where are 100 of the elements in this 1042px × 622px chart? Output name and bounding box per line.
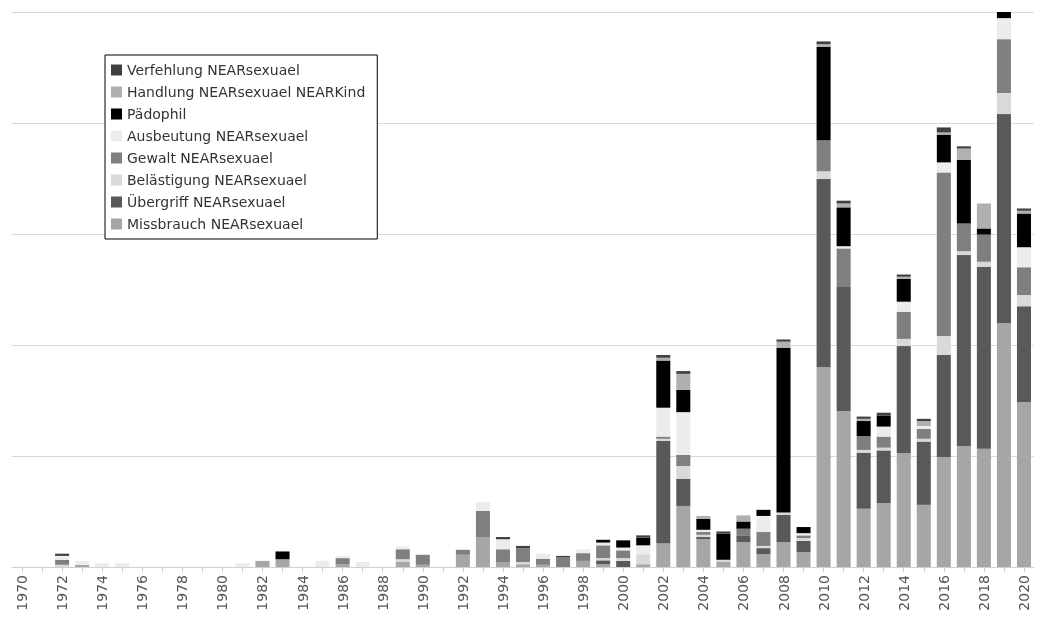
- x-tick-label: 1982: [254, 575, 271, 611]
- bar: [55, 559, 70, 565]
- bar: [1016, 295, 1031, 307]
- x-tick-label: 2000: [615, 575, 632, 611]
- legend-label: Handlung NEARsexuael NEARKind: [127, 84, 366, 100]
- bar: [55, 555, 70, 560]
- bar: [876, 436, 891, 448]
- x-tick-label: 2014: [895, 574, 912, 611]
- bar: [676, 478, 691, 506]
- x-tick-label: 2018: [975, 575, 992, 611]
- bar: [395, 546, 410, 550]
- bar: [876, 415, 891, 427]
- bar: [836, 203, 851, 208]
- bar: [916, 421, 931, 427]
- bar: [596, 560, 611, 565]
- bar: [816, 179, 831, 368]
- bar: [956, 159, 971, 224]
- bar: [896, 278, 911, 302]
- x-tick-label: 1990: [414, 575, 431, 611]
- bar: [916, 428, 931, 439]
- bar: [536, 553, 551, 559]
- bar: [616, 550, 631, 559]
- bar: [876, 450, 891, 504]
- x-tick-label: 1972: [54, 575, 71, 611]
- bar: [796, 552, 811, 567]
- bar: [1016, 247, 1031, 268]
- bar: [255, 560, 270, 567]
- bar: [736, 528, 751, 536]
- bar: [916, 426, 931, 429]
- bar: [936, 457, 951, 567]
- x-tick-label: 1984: [294, 574, 311, 611]
- bar: [355, 562, 370, 567]
- bar: [836, 248, 851, 287]
- bar: [1016, 402, 1031, 567]
- bar: [1016, 306, 1031, 403]
- bar: [235, 563, 250, 567]
- bar: [536, 558, 551, 565]
- legend-label: Ausbeutung NEARsexuael: [127, 128, 309, 144]
- bar: [836, 411, 851, 567]
- bar: [976, 448, 991, 567]
- bar: [395, 549, 410, 560]
- bar: [896, 453, 911, 567]
- bar: [1016, 213, 1031, 248]
- bar: [956, 148, 971, 160]
- bar: [736, 521, 751, 529]
- bar: [495, 562, 510, 567]
- x-tick-label: 2012: [855, 575, 872, 611]
- bar: [856, 508, 871, 567]
- bar: [816, 171, 831, 180]
- bar: [495, 549, 510, 563]
- bar: [976, 261, 991, 267]
- bar: [716, 562, 731, 567]
- bar: [936, 162, 951, 173]
- bar: [896, 311, 911, 339]
- bar: [676, 454, 691, 466]
- bar: [696, 515, 711, 519]
- bar: [395, 559, 410, 563]
- bar: [75, 564, 90, 567]
- bar: [515, 545, 531, 549]
- bar: [856, 421, 871, 437]
- bar: [656, 543, 671, 567]
- bar: [836, 286, 851, 412]
- bar: [976, 203, 991, 229]
- bar: [475, 537, 490, 567]
- bar: [616, 560, 631, 567]
- bar: [536, 564, 551, 567]
- x-tick-label: 1996: [535, 574, 552, 611]
- bar: [856, 449, 871, 453]
- bar: [936, 132, 951, 135]
- bar: [335, 555, 350, 559]
- bar: [636, 537, 651, 546]
- bar: [676, 389, 691, 413]
- x-tick-label: 2016: [935, 574, 952, 611]
- x-tick-label: 2006: [735, 574, 752, 611]
- legend-label: Belästigung NEARsexuael: [127, 172, 307, 188]
- bar: [916, 418, 931, 422]
- bar: [996, 39, 1011, 94]
- bar: [95, 563, 110, 567]
- bar: [115, 563, 130, 567]
- bar: [596, 564, 611, 567]
- bar: [916, 441, 931, 505]
- bar: [956, 255, 971, 447]
- bar: [676, 505, 691, 567]
- bar: [696, 539, 711, 567]
- bar: [976, 234, 991, 262]
- bar: [856, 452, 871, 509]
- bar: [776, 339, 791, 342]
- x-tick-label: 2020: [1015, 575, 1032, 611]
- bar: [676, 412, 691, 455]
- bar: [736, 535, 751, 543]
- bar: [636, 564, 651, 567]
- bar: [836, 246, 851, 249]
- bar: [475, 502, 490, 511]
- bar: [896, 346, 911, 454]
- bar: [956, 446, 971, 567]
- legend-label: Übergriff NEARsexuael: [127, 193, 286, 210]
- bar: [936, 354, 951, 458]
- bar: [315, 560, 330, 567]
- bar: [936, 127, 951, 133]
- bar: [656, 441, 671, 544]
